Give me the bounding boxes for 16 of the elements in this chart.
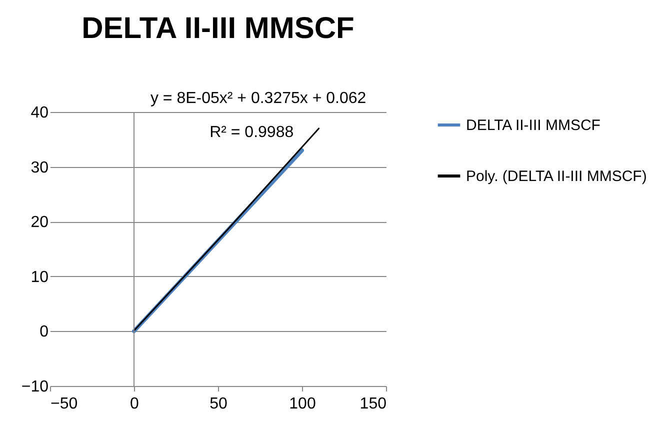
x-tick-label: −50 xyxy=(50,396,78,412)
annotation: R² = 0.9988 xyxy=(210,124,294,141)
y-tick-label: 30 xyxy=(30,159,49,176)
x-tick-label: 150 xyxy=(360,396,387,412)
chart-title: DELTA II-III MMSCF xyxy=(82,12,354,45)
y-tick-label: 10 xyxy=(30,268,49,286)
legend-label: Poly. (DELTA II-III MMSCF) xyxy=(466,168,647,185)
legend-label: DELTA II-III MMSCF xyxy=(466,117,600,134)
y-tick-label: 20 xyxy=(30,214,49,232)
y-tick-label: 40 xyxy=(30,104,49,122)
y-tick-label: −10 xyxy=(21,378,49,396)
x-tick-label: 50 xyxy=(210,396,228,412)
y-tick-label: 0 xyxy=(40,324,49,341)
text: y = 8E-05x² + 0.3275x + 0.062 xyxy=(150,90,366,107)
x-tick-label: 100 xyxy=(289,396,316,412)
x-tick-label: 0 xyxy=(130,396,140,412)
